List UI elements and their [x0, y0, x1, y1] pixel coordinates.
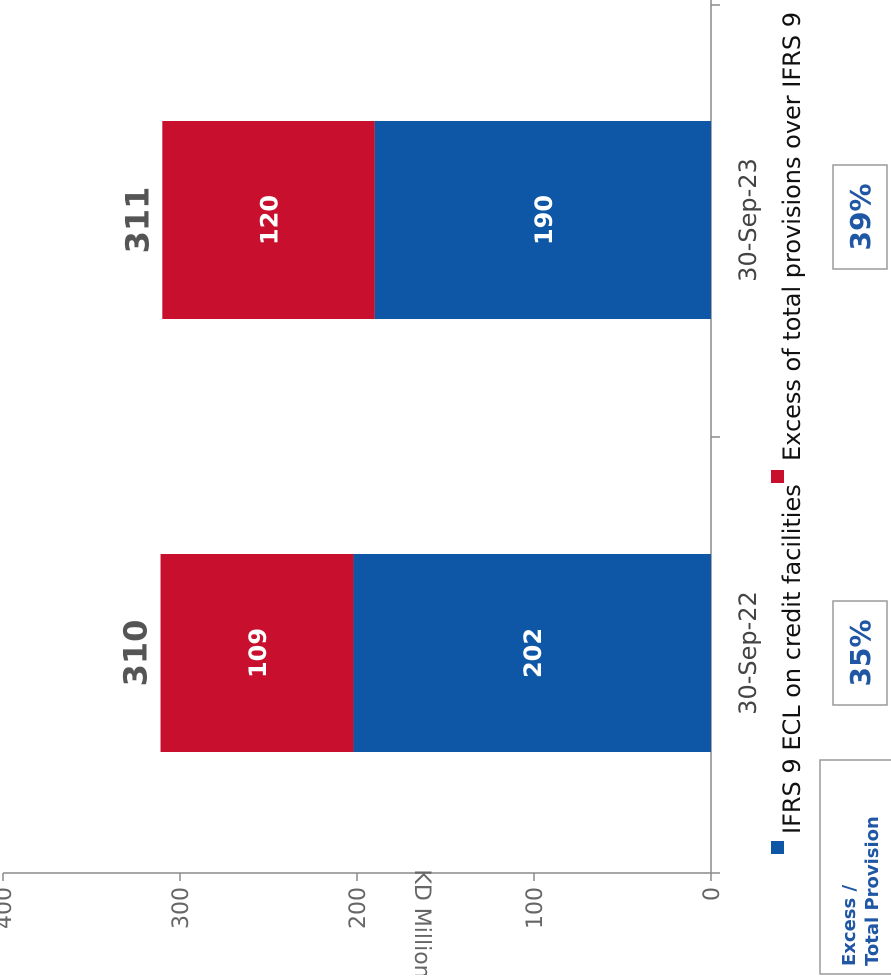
category-tick-label: 30-Sep-23 — [734, 158, 762, 282]
value-axis-tick-label: 100 — [523, 887, 548, 929]
legend-label-ifrs9-ecl: IFRS 9 ECL on credit facilities — [778, 484, 806, 834]
bar-segment-excess-provision — [160, 554, 354, 752]
ratio-header-line-1: Excess / — [839, 885, 860, 966]
legend-swatch-ifrs9-ecl — [771, 841, 784, 854]
legend-label-excess-provision: Excess of total provisions over IFRS 9 — [778, 12, 806, 461]
legend-swatch-excess-provision — [771, 470, 784, 483]
category-tick-label: 30-Sep-22 — [734, 591, 762, 715]
bar-data-label: 120 — [256, 195, 284, 245]
ratio-value: 35% — [844, 619, 877, 686]
value-axis-tick-label: 200 — [346, 887, 371, 929]
value-axis-tick-label: 0 — [700, 887, 725, 901]
bar-segment-ifrs9-ecl — [353, 554, 711, 752]
bar-total-label: 310 — [117, 620, 155, 687]
ratio-header-line-2: Total Provision — [862, 816, 883, 966]
ratio-box — [832, 600, 888, 706]
value-axis-title: KD Million — [409, 869, 434, 975]
bar-total-label: 311 — [118, 187, 156, 254]
ratio-header-box — [819, 759, 891, 975]
bar-data-label: 202 — [519, 628, 547, 678]
ratio-value: 39% — [844, 183, 877, 250]
value-axis-tick-label: 300 — [169, 887, 194, 929]
ratio-box — [832, 164, 888, 270]
bar-data-label: 109 — [244, 628, 272, 678]
value-axis-tick-label: 400 — [0, 887, 17, 929]
bar-segment-excess-provision — [162, 121, 375, 319]
bar-segment-ifrs9-ecl — [374, 121, 711, 319]
bar-data-label: 190 — [530, 195, 558, 245]
